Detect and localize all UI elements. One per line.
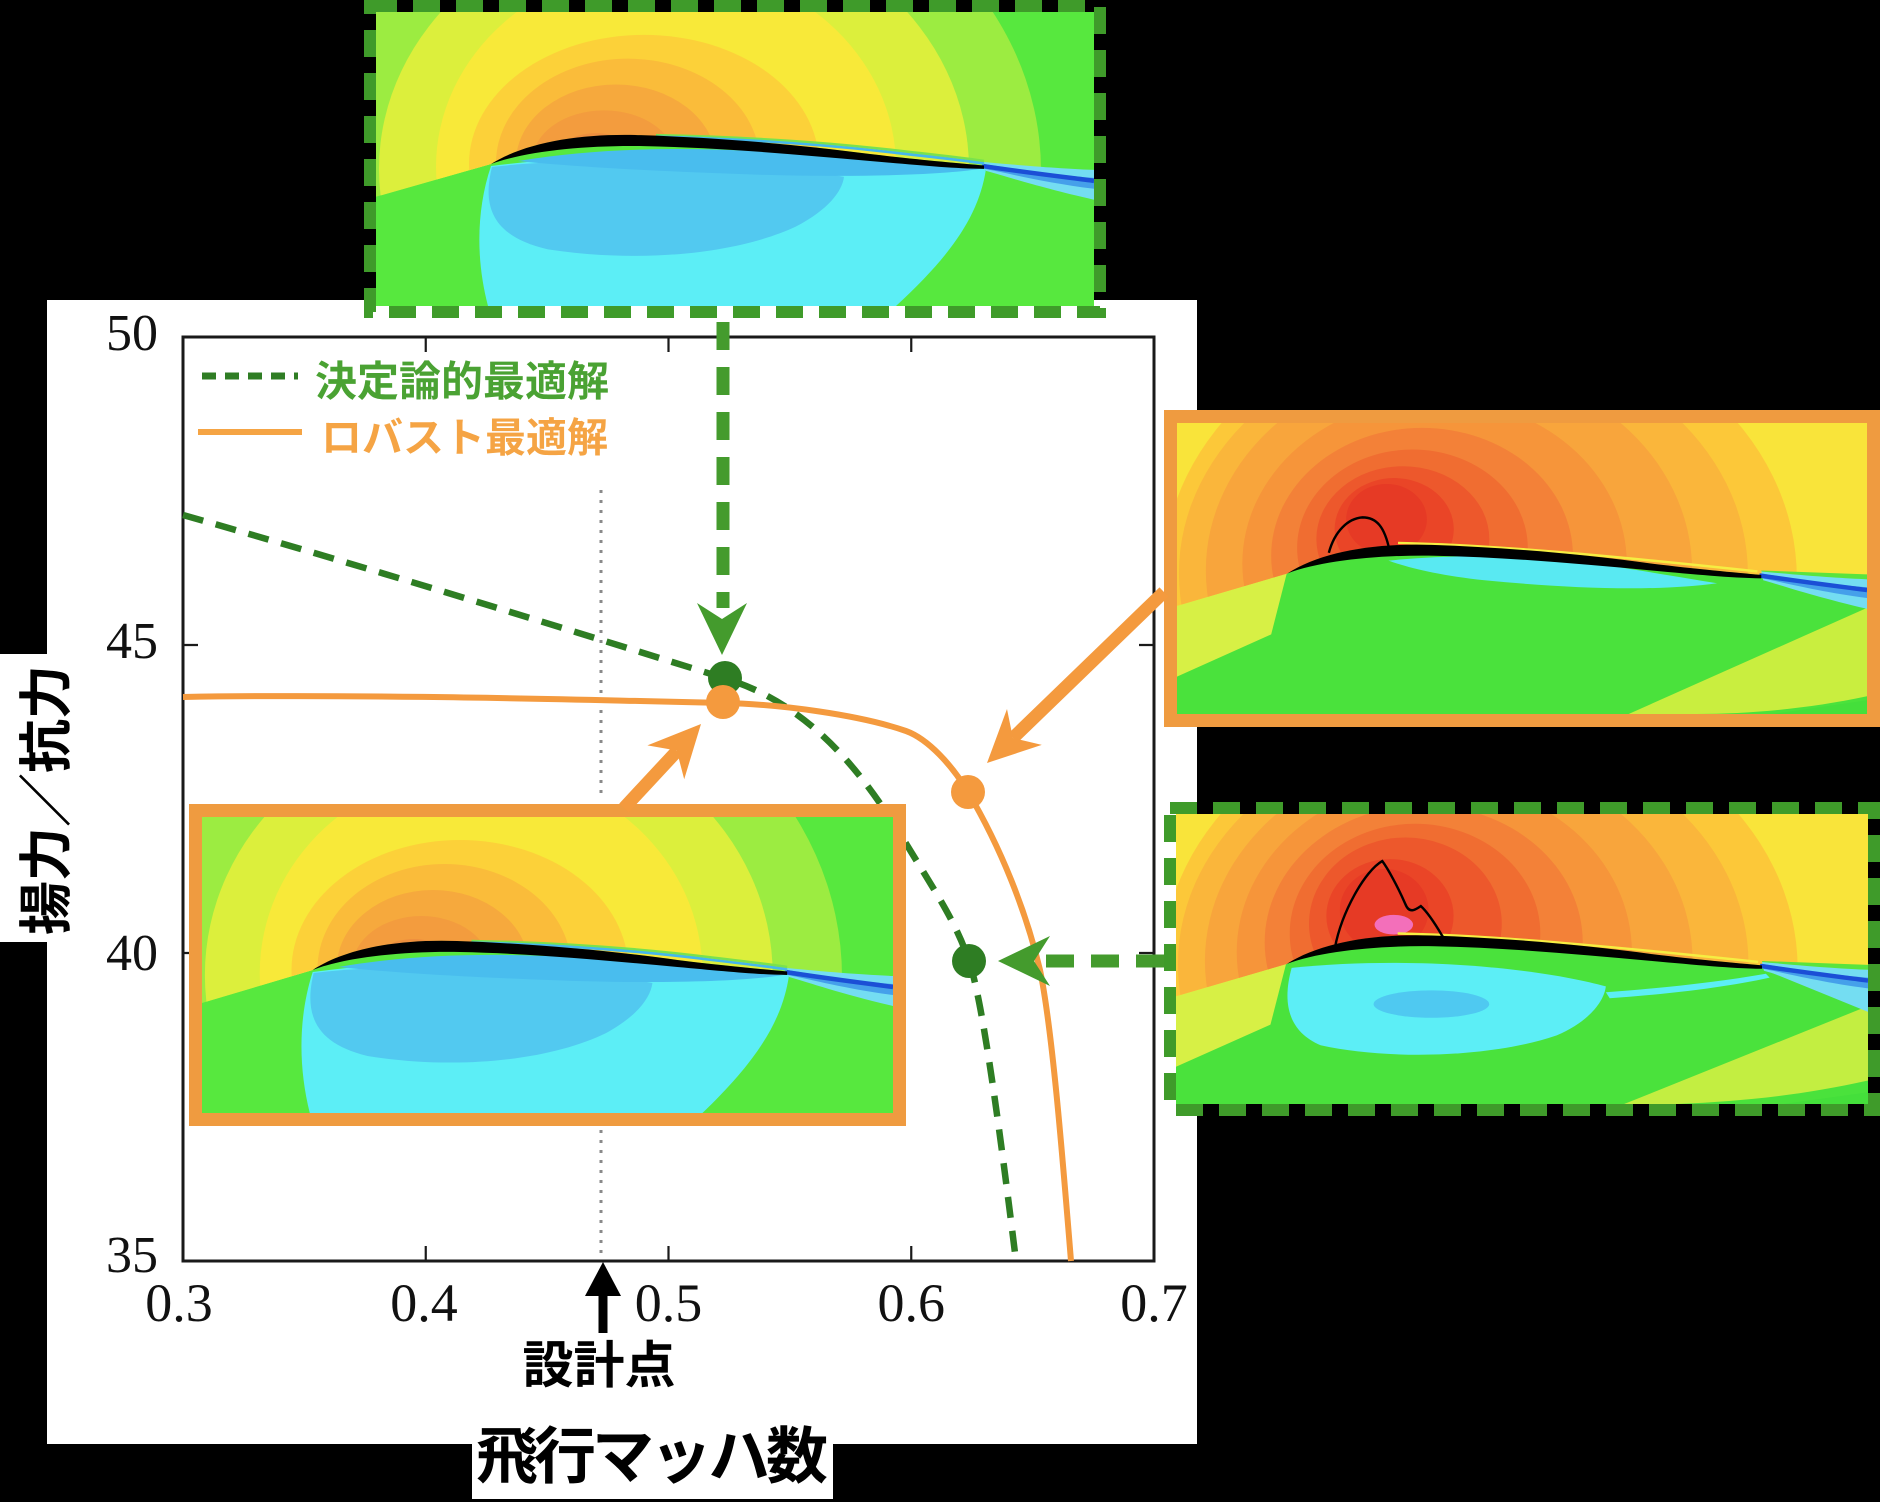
svg-text:50: 50 (106, 305, 158, 362)
svg-text:45: 45 (106, 613, 158, 670)
svg-text:0.4: 0.4 (390, 1273, 458, 1333)
svg-text:0.5: 0.5 (635, 1273, 703, 1333)
svg-text:0.3: 0.3 (145, 1273, 213, 1333)
svg-text:35: 35 (106, 1227, 158, 1284)
svg-text:0.7: 0.7 (1120, 1273, 1188, 1333)
svg-text:40: 40 (106, 925, 158, 982)
svg-text:0.6: 0.6 (878, 1273, 946, 1333)
